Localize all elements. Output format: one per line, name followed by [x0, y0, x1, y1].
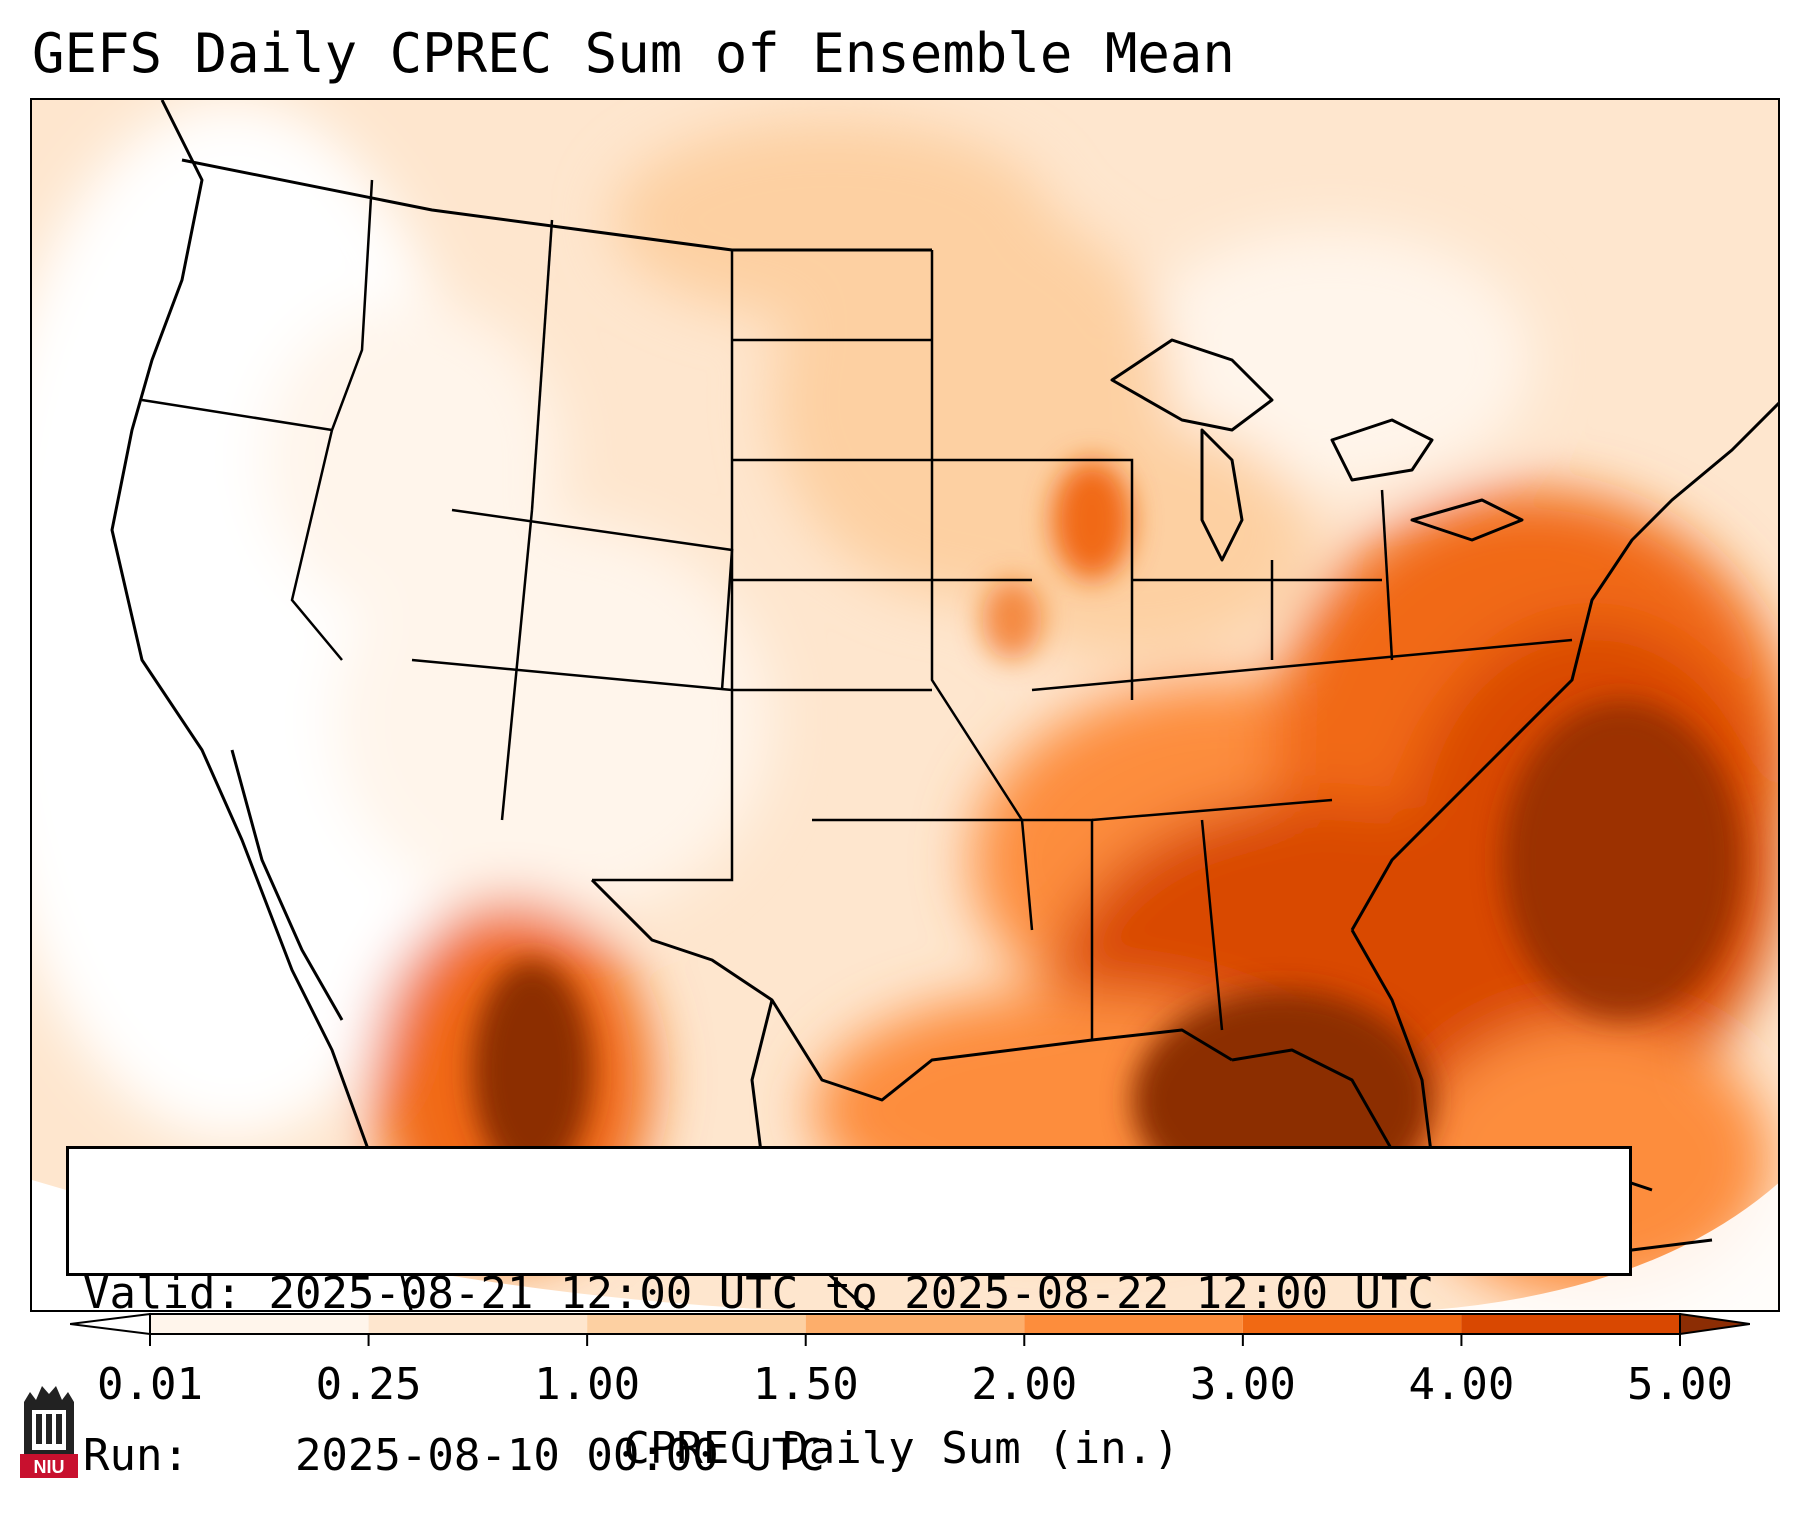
colorbar-tick-label: 1.00	[534, 1359, 641, 1410]
map-title: GEFS Daily CPREC Sum of Ensemble Mean	[32, 22, 1235, 85]
colorbar-segments	[70, 1312, 1750, 1336]
run-value: 2025-08-10 00:00 UTC	[294, 1430, 825, 1481]
map-panel	[30, 98, 1780, 1312]
colorbar-segment	[587, 1314, 806, 1334]
colorbar-extend-high	[1679, 1312, 1750, 1336]
colorbar-ticks	[149, 1334, 1681, 1346]
colorbar	[70, 1312, 1750, 1346]
colorbar-label: CPREC Daily Sum (in.)	[623, 1423, 1180, 1474]
colorbar-segment	[1242, 1314, 1462, 1334]
colorbar-segment	[805, 1314, 1025, 1334]
valid-row: Valid: 2025-08-21 12:00 UTC to 2025-08-2…	[83, 1267, 1615, 1321]
valid-run-info-box: Valid: 2025-08-21 12:00 UTC to 2025-08-2…	[66, 1146, 1632, 1481]
colorbar-tick-label: 3.00	[1189, 1359, 1296, 1410]
niu-logo: NIU	[20, 1386, 78, 1478]
colorbar-tick-label: 2.00	[971, 1359, 1078, 1410]
valid-value: 2025-08-21 12:00 UTC to 2025-08-22 12:00…	[268, 1268, 1435, 1319]
colorbar-extend-low	[70, 1312, 151, 1336]
valid-label: Valid:	[83, 1268, 242, 1319]
colorbar-tick-label: 0.01	[97, 1359, 203, 1410]
colorbar-tick-label: 4.00	[1408, 1359, 1515, 1410]
logo-text: NIU	[34, 1457, 65, 1477]
colorbar-segment	[1461, 1314, 1680, 1334]
colorbar-segment	[150, 1314, 369, 1334]
colorbar-tick-label: 0.25	[315, 1359, 422, 1410]
precip-map	[32, 100, 1778, 1310]
colorbar-tick-label: 1.50	[752, 1359, 859, 1410]
colorbar-segment	[1024, 1314, 1243, 1334]
colorbar-tick-label: 5.00	[1627, 1359, 1733, 1410]
run-row: Run: 2025-08-10 00:00 UTC	[83, 1429, 1615, 1483]
run-label: Run:	[83, 1430, 189, 1481]
colorbar-segment	[368, 1314, 588, 1334]
colorbar-outline	[149, 1313, 1681, 1335]
